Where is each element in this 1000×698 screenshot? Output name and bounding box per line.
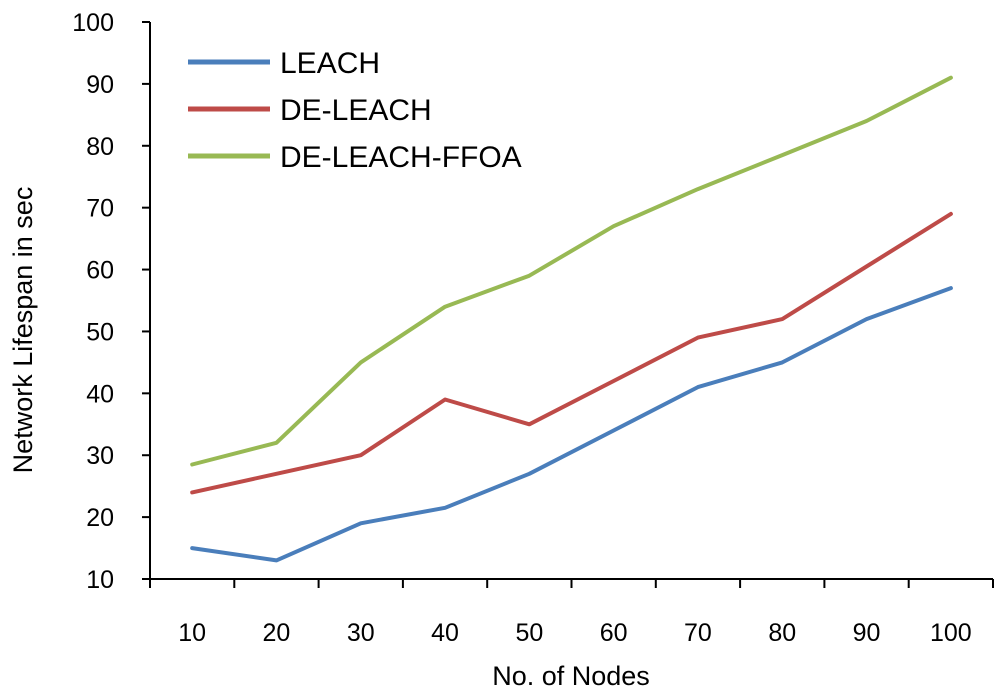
series-line-de-leach — [190, 211, 953, 495]
legend-label: DE-LEACH-FFOA — [280, 141, 522, 174]
y-tick-label: 70 — [86, 195, 114, 223]
series-line-de-leach-ffoa — [190, 75, 953, 467]
y-tick-label: 50 — [86, 318, 114, 346]
y-axis-title: Network Lifespan in sec — [8, 187, 38, 474]
y-tick-label: 100 — [72, 9, 114, 37]
series-lines — [190, 75, 953, 563]
y-tick-label: 40 — [86, 380, 114, 408]
y-tick-label: 60 — [86, 257, 114, 285]
y-tick-label: 20 — [86, 504, 114, 532]
x-tick-label: 40 — [431, 619, 459, 647]
series-line-leach — [190, 286, 953, 563]
x-tick-label: 30 — [347, 619, 375, 647]
x-tick-label: 90 — [853, 619, 881, 647]
x-tick-label: 20 — [263, 619, 291, 647]
y-axis-ticks: 10 20 30 40 50 60 70 80 90 100 — [72, 9, 150, 594]
x-tick-label: 80 — [768, 619, 796, 647]
x-tick-label: 70 — [684, 619, 712, 647]
x-tick-label: 100 — [930, 619, 972, 647]
legend: LEACH DE-LEACH DE-LEACH-FFOA — [188, 47, 522, 174]
x-tick-label: 10 — [178, 619, 206, 647]
y-tick-label: 80 — [86, 133, 114, 161]
y-tick-label: 90 — [86, 71, 114, 99]
x-axis-title: No. of Nodes — [492, 661, 650, 691]
x-tick-label: 50 — [515, 619, 543, 647]
y-tick-label: 30 — [86, 442, 114, 470]
x-tick-label: 60 — [600, 619, 628, 647]
y-tick-label: 10 — [86, 566, 114, 594]
legend-label: DE-LEACH — [280, 94, 432, 127]
x-axis-ticks: 10 20 30 40 50 60 70 80 90 100 — [149, 579, 994, 647]
legend-label: LEACH — [280, 47, 380, 80]
